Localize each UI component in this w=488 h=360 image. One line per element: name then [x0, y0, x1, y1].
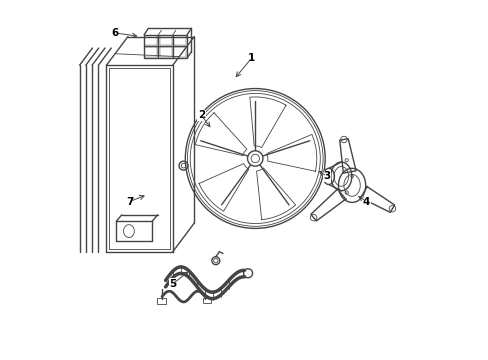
Bar	[145, 36, 157, 45]
Text: 1: 1	[247, 53, 255, 63]
Bar	[145, 48, 157, 57]
Bar	[144, 35, 158, 46]
Text: 4: 4	[362, 197, 369, 207]
Bar	[174, 48, 185, 57]
Text: 2: 2	[198, 111, 204, 121]
Bar	[172, 35, 187, 46]
Bar	[203, 298, 211, 303]
Bar	[156, 298, 165, 304]
Text: 5: 5	[169, 279, 176, 289]
Text: 3: 3	[323, 171, 330, 181]
Bar	[172, 46, 187, 58]
Text: 6: 6	[112, 28, 119, 38]
Bar	[144, 46, 158, 58]
Bar	[158, 35, 172, 46]
Bar	[159, 48, 171, 57]
Bar	[159, 36, 171, 45]
Bar	[174, 36, 185, 45]
Text: 7: 7	[126, 197, 133, 207]
Bar	[158, 46, 172, 58]
